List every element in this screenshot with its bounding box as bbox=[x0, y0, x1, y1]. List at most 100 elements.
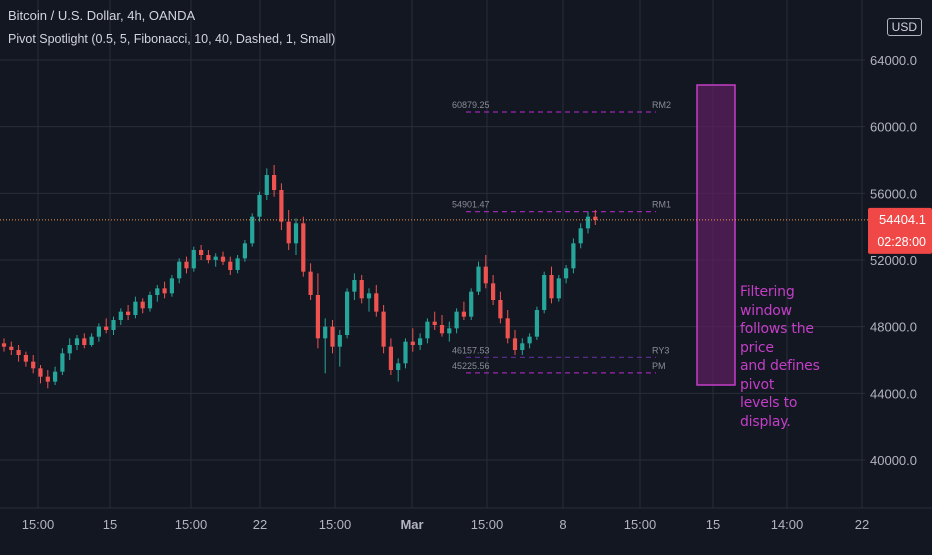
candle-body bbox=[184, 261, 189, 269]
candle-body bbox=[593, 216, 598, 220]
candle-body bbox=[257, 195, 262, 217]
filter-window bbox=[696, 84, 736, 386]
y-tick-label: 48000.0 bbox=[870, 320, 917, 335]
candle-body bbox=[418, 338, 423, 345]
candle-body bbox=[126, 311, 131, 315]
candle-body bbox=[527, 336, 532, 344]
candle-body bbox=[512, 338, 518, 350]
candle-body bbox=[228, 261, 233, 270]
candle-body bbox=[425, 321, 430, 339]
candle-body bbox=[155, 288, 160, 295]
y-tick-label: 44000.0 bbox=[870, 386, 917, 401]
last-price-label-bg bbox=[868, 207, 932, 254]
candle-body bbox=[1, 343, 7, 347]
symbol-title[interactable]: Bitcoin / U.S. Dollar, 4h, OANDA bbox=[8, 8, 196, 23]
candle-body bbox=[461, 311, 466, 317]
candle-body bbox=[578, 228, 583, 244]
annotation-line: levels to display. bbox=[740, 395, 798, 430]
x-tick-label: 15:00 bbox=[175, 517, 208, 532]
candle-body bbox=[337, 335, 342, 347]
y-axis[interactable]: 40000.0 44000.0 48000.0 52000.0 56000.0 60000… bbox=[868, 53, 932, 468]
pivot-level-name: RY3 bbox=[652, 345, 669, 355]
candle-body bbox=[45, 376, 50, 382]
annotation-line: and defines pivot bbox=[740, 358, 820, 393]
last-price-value: 54404.1 bbox=[879, 212, 926, 227]
x-tick-label: 22 bbox=[253, 517, 267, 532]
pivot-level-name: RM1 bbox=[652, 200, 671, 210]
candle-body bbox=[505, 318, 510, 339]
annotation-line: Filtering window bbox=[740, 284, 795, 319]
candle-body bbox=[23, 355, 28, 362]
candle-body bbox=[67, 345, 72, 354]
pivot-level-value: 46157.53 bbox=[452, 345, 490, 355]
candle-body bbox=[396, 363, 401, 370]
candle-body bbox=[293, 223, 299, 244]
candle-body bbox=[89, 336, 94, 345]
candle-body bbox=[147, 295, 153, 309]
candle-body bbox=[162, 288, 167, 294]
pivot-level-value: 54901.47 bbox=[452, 200, 490, 210]
candle-body bbox=[104, 326, 109, 330]
candle-body bbox=[272, 175, 277, 190]
x-tick-label: 15 bbox=[103, 517, 117, 532]
candle-body bbox=[31, 361, 36, 369]
pivot-level-name: RM2 bbox=[652, 100, 671, 110]
candle-body bbox=[279, 190, 284, 222]
x-tick-label: 8 bbox=[559, 517, 566, 532]
candle-body bbox=[454, 311, 459, 329]
candle-body bbox=[96, 326, 101, 337]
candle-body bbox=[301, 223, 306, 272]
candle-body bbox=[585, 216, 591, 229]
candle-body bbox=[169, 278, 174, 294]
y-tick-label: 40000.0 bbox=[870, 453, 917, 468]
candle-body bbox=[16, 350, 21, 355]
filter-window-rect bbox=[696, 84, 736, 386]
candle-body bbox=[9, 346, 14, 350]
candle-body bbox=[410, 341, 415, 345]
y-tick-label: 56000.0 bbox=[870, 186, 917, 201]
indicator-legend[interactable]: Pivot Spotlight (0.5, 5, Fibonacci, 10, … bbox=[8, 32, 336, 46]
candle-body bbox=[53, 371, 58, 382]
candle-body bbox=[542, 275, 547, 310]
candle-body bbox=[213, 256, 218, 260]
candle-body bbox=[250, 216, 255, 244]
candles bbox=[1, 165, 598, 389]
candle-body bbox=[191, 250, 196, 269]
x-axis[interactable]: 15:00 15 15:00 22 15:00 Mar 15:00 8 15:00 15 14:00… bbox=[0, 507, 932, 532]
candle-body bbox=[403, 341, 408, 364]
candle-body bbox=[498, 300, 503, 319]
candle-body bbox=[432, 321, 437, 325]
candle-body bbox=[74, 338, 80, 345]
candle-body bbox=[439, 325, 445, 334]
candle-body bbox=[242, 243, 247, 259]
candle-body bbox=[315, 295, 320, 339]
candle-body bbox=[220, 256, 226, 262]
candle-body bbox=[38, 368, 43, 377]
pivot-level-value: 60879.25 bbox=[452, 100, 490, 110]
candle-body bbox=[133, 301, 138, 315]
y-tick-label: 60000.0 bbox=[870, 120, 917, 135]
candle-body bbox=[381, 311, 386, 347]
candle-body bbox=[177, 261, 182, 279]
candle-body bbox=[549, 275, 554, 299]
y-tick-label: 64000.0 bbox=[870, 53, 917, 68]
currency-badge[interactable]: USD bbox=[886, 18, 922, 36]
x-tick-label: 14:00 bbox=[771, 517, 804, 532]
filter-window-annotation: Filtering window follows the price and d… bbox=[740, 283, 850, 431]
candle-body bbox=[359, 280, 364, 299]
pivot-level-value: 45225.56 bbox=[452, 361, 490, 371]
x-tick-label: 15:00 bbox=[471, 517, 504, 532]
candle-body bbox=[352, 280, 357, 292]
candle-body bbox=[330, 326, 335, 347]
candle-body bbox=[206, 255, 211, 260]
candle-body bbox=[447, 328, 452, 334]
candle-body bbox=[520, 343, 525, 350]
candle-body bbox=[111, 320, 116, 330]
x-tick-label: 15:00 bbox=[22, 517, 55, 532]
grid bbox=[0, 0, 865, 508]
candle-body bbox=[264, 175, 269, 195]
y-tick-label: 52000.0 bbox=[870, 253, 917, 268]
candle-body bbox=[374, 293, 379, 312]
